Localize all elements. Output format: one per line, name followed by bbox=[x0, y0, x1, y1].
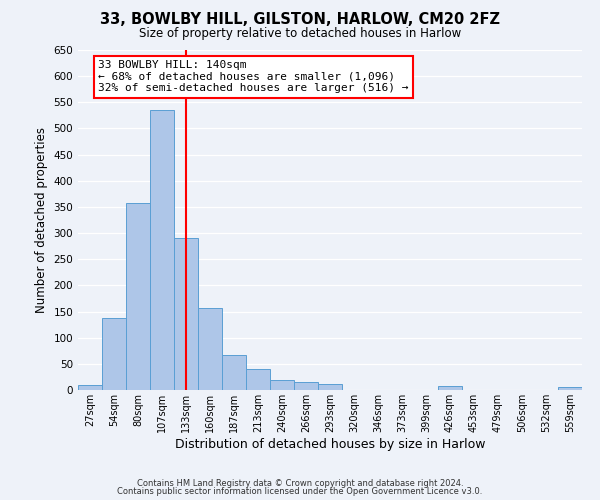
Bar bbox=[126, 202, 150, 390]
X-axis label: Distribution of detached houses by size in Harlow: Distribution of detached houses by size … bbox=[175, 438, 485, 450]
Bar bbox=[294, 382, 318, 390]
Bar bbox=[222, 355, 246, 390]
Text: 33, BOWLBY HILL, GILSTON, HARLOW, CM20 2FZ: 33, BOWLBY HILL, GILSTON, HARLOW, CM20 2… bbox=[100, 12, 500, 28]
Bar bbox=[78, 385, 102, 390]
Bar bbox=[270, 380, 294, 390]
Text: Contains public sector information licensed under the Open Government Licence v3: Contains public sector information licen… bbox=[118, 487, 482, 496]
Text: Size of property relative to detached houses in Harlow: Size of property relative to detached ho… bbox=[139, 28, 461, 40]
Bar bbox=[198, 308, 222, 390]
Bar bbox=[558, 388, 582, 390]
Bar bbox=[318, 384, 342, 390]
Text: Contains HM Land Registry data © Crown copyright and database right 2024.: Contains HM Land Registry data © Crown c… bbox=[137, 478, 463, 488]
Text: 33 BOWLBY HILL: 140sqm
← 68% of detached houses are smaller (1,096)
32% of semi-: 33 BOWLBY HILL: 140sqm ← 68% of detached… bbox=[98, 60, 409, 94]
Bar bbox=[102, 318, 126, 390]
Bar bbox=[174, 238, 198, 390]
Y-axis label: Number of detached properties: Number of detached properties bbox=[35, 127, 48, 313]
Bar bbox=[150, 110, 174, 390]
Bar bbox=[438, 386, 462, 390]
Bar bbox=[246, 369, 270, 390]
